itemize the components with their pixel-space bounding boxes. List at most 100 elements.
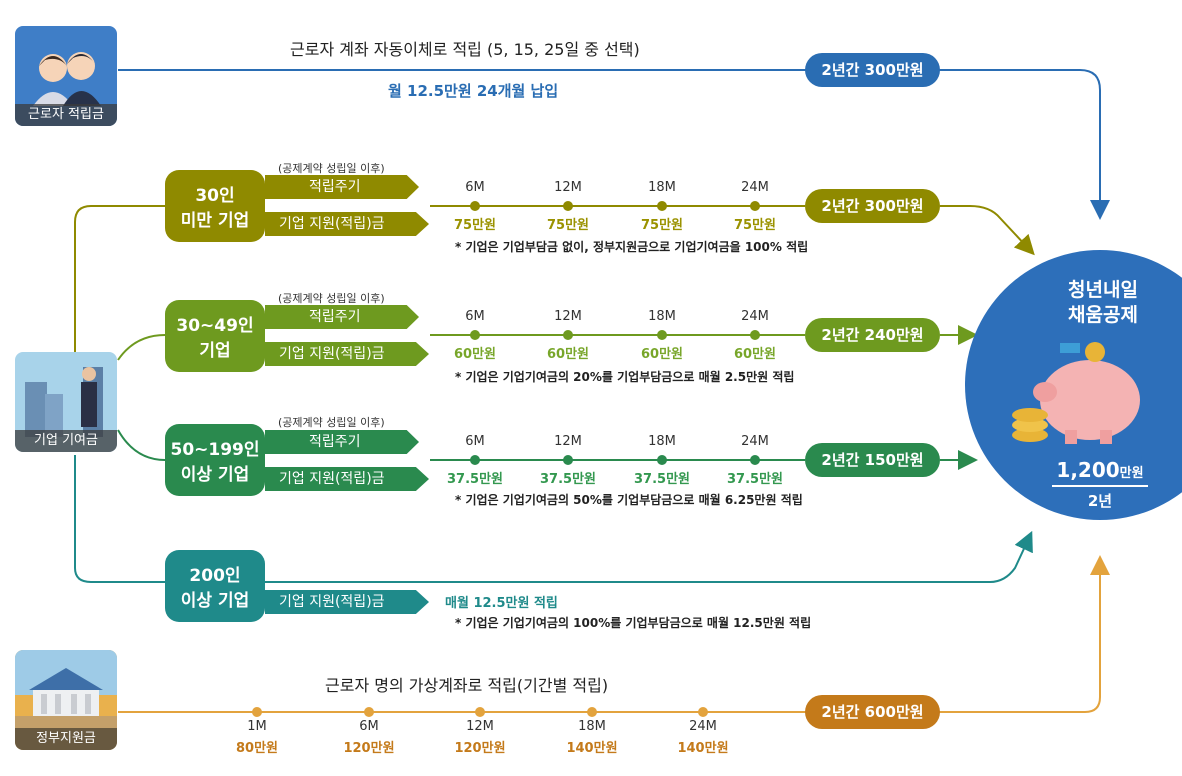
tier3-support-banner: 기업 지원(적립)금: [265, 467, 429, 491]
result-title-line2: 채움공제: [1068, 304, 1138, 326]
gov-flow-line: [118, 555, 1110, 713]
tier2-box: 30~49인 기업: [165, 300, 265, 372]
tier2-milestone-dot: [563, 330, 573, 340]
tier2-month-label: 12M: [554, 309, 582, 324]
tier200-box: 200인 이상 기업: [165, 550, 265, 622]
gov-amount-label: 140만원: [677, 741, 729, 756]
tier1-label-line2: 미만 기업: [180, 211, 250, 231]
tier2-condition: (공제계약 성립일 이후): [278, 292, 385, 305]
tier200-support-banner: 기업 지원(적립)금: [265, 590, 429, 614]
tier1-support-banner: 기업 지원(적립)금: [265, 212, 429, 236]
workers-icon: [33, 52, 101, 106]
gov-amount-label: 80만원: [235, 741, 278, 756]
tier1-amount-label: 75만원: [640, 218, 683, 233]
tier2-amount-label: 60만원: [546, 347, 589, 362]
result-amount-unit: 만원: [1119, 466, 1144, 481]
tier3-label-line1: 50~199인: [170, 440, 260, 460]
tier3-month-label: 6M: [465, 434, 485, 449]
tier2-milestone-dot: [657, 330, 667, 340]
gov-title: 근로자 명의 가상계좌로 적립(기간별 적립): [325, 676, 609, 695]
tier2-cycle-label: 적립주기: [309, 309, 361, 325]
tier1-amount-label: 75만원: [453, 218, 496, 233]
tier1-flow-line: [74, 205, 165, 360]
company-tile: 기업 기여금: [15, 352, 117, 452]
tier1-milestone-dot: [657, 201, 667, 211]
gov-milestone-dot: [364, 707, 374, 717]
result-title-line1: 청년내일: [1068, 279, 1138, 301]
tier3-flow-line: [117, 429, 166, 461]
tier2-milestone-dot: [750, 330, 760, 340]
gov-month-label: 6M: [359, 719, 379, 734]
tier2-flow-line: [117, 334, 166, 361]
gov-milestone-dot: [475, 707, 485, 717]
piggy-bank-icon: [1012, 342, 1140, 444]
tier3-amount-label: 37.5만원: [727, 472, 783, 487]
tier2-milestone-dot: [470, 330, 480, 340]
worker-subtitle: 월 12.5만원 24개월 납입: [388, 82, 559, 100]
tier1-amount-label: 75만원: [546, 218, 589, 233]
tier3-milestone-dot: [563, 455, 573, 465]
company-building-icon: [25, 367, 103, 437]
tier1-milestone-dot: [563, 201, 573, 211]
worker-total-pill: 2년간 300만원: [805, 53, 940, 87]
gov-month-label: 24M: [689, 719, 717, 734]
tier3-support-label: 기업 지원(적립)금: [279, 471, 385, 487]
tier3-amount-label: 37.5만원: [447, 472, 503, 487]
tier2-amount-label: 60만원: [453, 347, 496, 362]
tier3-milestone-dot: [470, 455, 480, 465]
tier3-box: 50~199인 이상 기업: [165, 424, 265, 496]
result-divider: [1052, 485, 1148, 487]
tier2-total-pill: 2년간 240만원: [805, 318, 940, 352]
tier1-month-label: 18M: [648, 180, 676, 195]
tier3-label-line2: 이상 기업: [180, 465, 250, 485]
tier1-condition: (공제계약 성립일 이후): [278, 162, 385, 175]
tier2-month-label: 24M: [741, 309, 769, 324]
tier2-label-line1: 30~49인: [176, 316, 254, 336]
tier3-amount-label: 37.5만원: [540, 472, 596, 487]
gov-milestone-dot: [587, 707, 597, 717]
tier1-month-label: 24M: [741, 180, 769, 195]
tier1-amount-label: 75만원: [733, 218, 776, 233]
gov-amount-label: 120만원: [454, 741, 506, 756]
gov-tile-label: 정부지원금: [15, 728, 117, 750]
tier1-box: 30인 미만 기업: [165, 170, 265, 242]
tier1-month-label: 12M: [554, 180, 582, 195]
tier3-milestone-dot: [657, 455, 667, 465]
tier2-support-banner: 기업 지원(적립)금: [265, 342, 429, 366]
tier2-amount-label: 60만원: [640, 347, 683, 362]
tier200-label-line1: 200인: [189, 566, 241, 586]
result-period: 2년: [1087, 492, 1113, 510]
tier2-month-label: 18M: [648, 309, 676, 324]
result-amount: 1,200만원: [1030, 458, 1170, 482]
gov-milestone-dot: [252, 707, 262, 717]
tier3-total-pill: 2년간 150만원: [805, 443, 940, 477]
tier200-label-line2: 이상 기업: [180, 591, 250, 611]
gov-month-label: 1M: [247, 719, 267, 734]
tier1-note: * 기업은 기업부담금 없이, 정부지원금으로 기업기여금을 100% 적립: [455, 240, 809, 254]
tier1-cycle-label: 적립주기: [309, 179, 361, 195]
worker-tile-label: 근로자 적립금: [15, 104, 117, 126]
result-amount-number: 1,200: [1056, 458, 1120, 482]
tier1-milestone-dot: [750, 201, 760, 211]
gov-total-pill: 2년간 600만원: [805, 695, 940, 729]
tier3-cycle-label: 적립주기: [309, 434, 361, 450]
tier3-amount-label: 37.5만원: [634, 472, 690, 487]
tier3-note: * 기업은 기업기여금의 50%를 기업부담금으로 매월 6.25만원 적립: [455, 493, 803, 507]
gov-tile: 정부지원금: [15, 650, 117, 750]
tier200-monthly: 매월 12.5만원 적립: [445, 596, 558, 611]
gov-milestone-dot: [698, 707, 708, 717]
tier2-label-line2: 기업: [199, 341, 231, 361]
worker-title: 근로자 계좌 자동이체로 적립 (5, 15, 25일 중 선택): [290, 40, 640, 59]
worker-tile: 근로자 적립금: [15, 26, 117, 126]
tier1-support-label: 기업 지원(적립)금: [279, 216, 385, 232]
worker-flow-line: [118, 69, 1110, 220]
gov-month-label: 18M: [578, 719, 606, 734]
gov-amount-label: 140만원: [566, 741, 618, 756]
tier3-month-label: 18M: [648, 434, 676, 449]
tier200-support-label: 기업 지원(적립)금: [279, 594, 385, 610]
tier2-note: * 기업은 기업기여금의 20%를 기업부담금으로 매월 2.5만원 적립: [455, 370, 795, 384]
gov-month-label: 12M: [466, 719, 494, 734]
tier3-condition: (공제계약 성립일 이후): [278, 416, 385, 429]
